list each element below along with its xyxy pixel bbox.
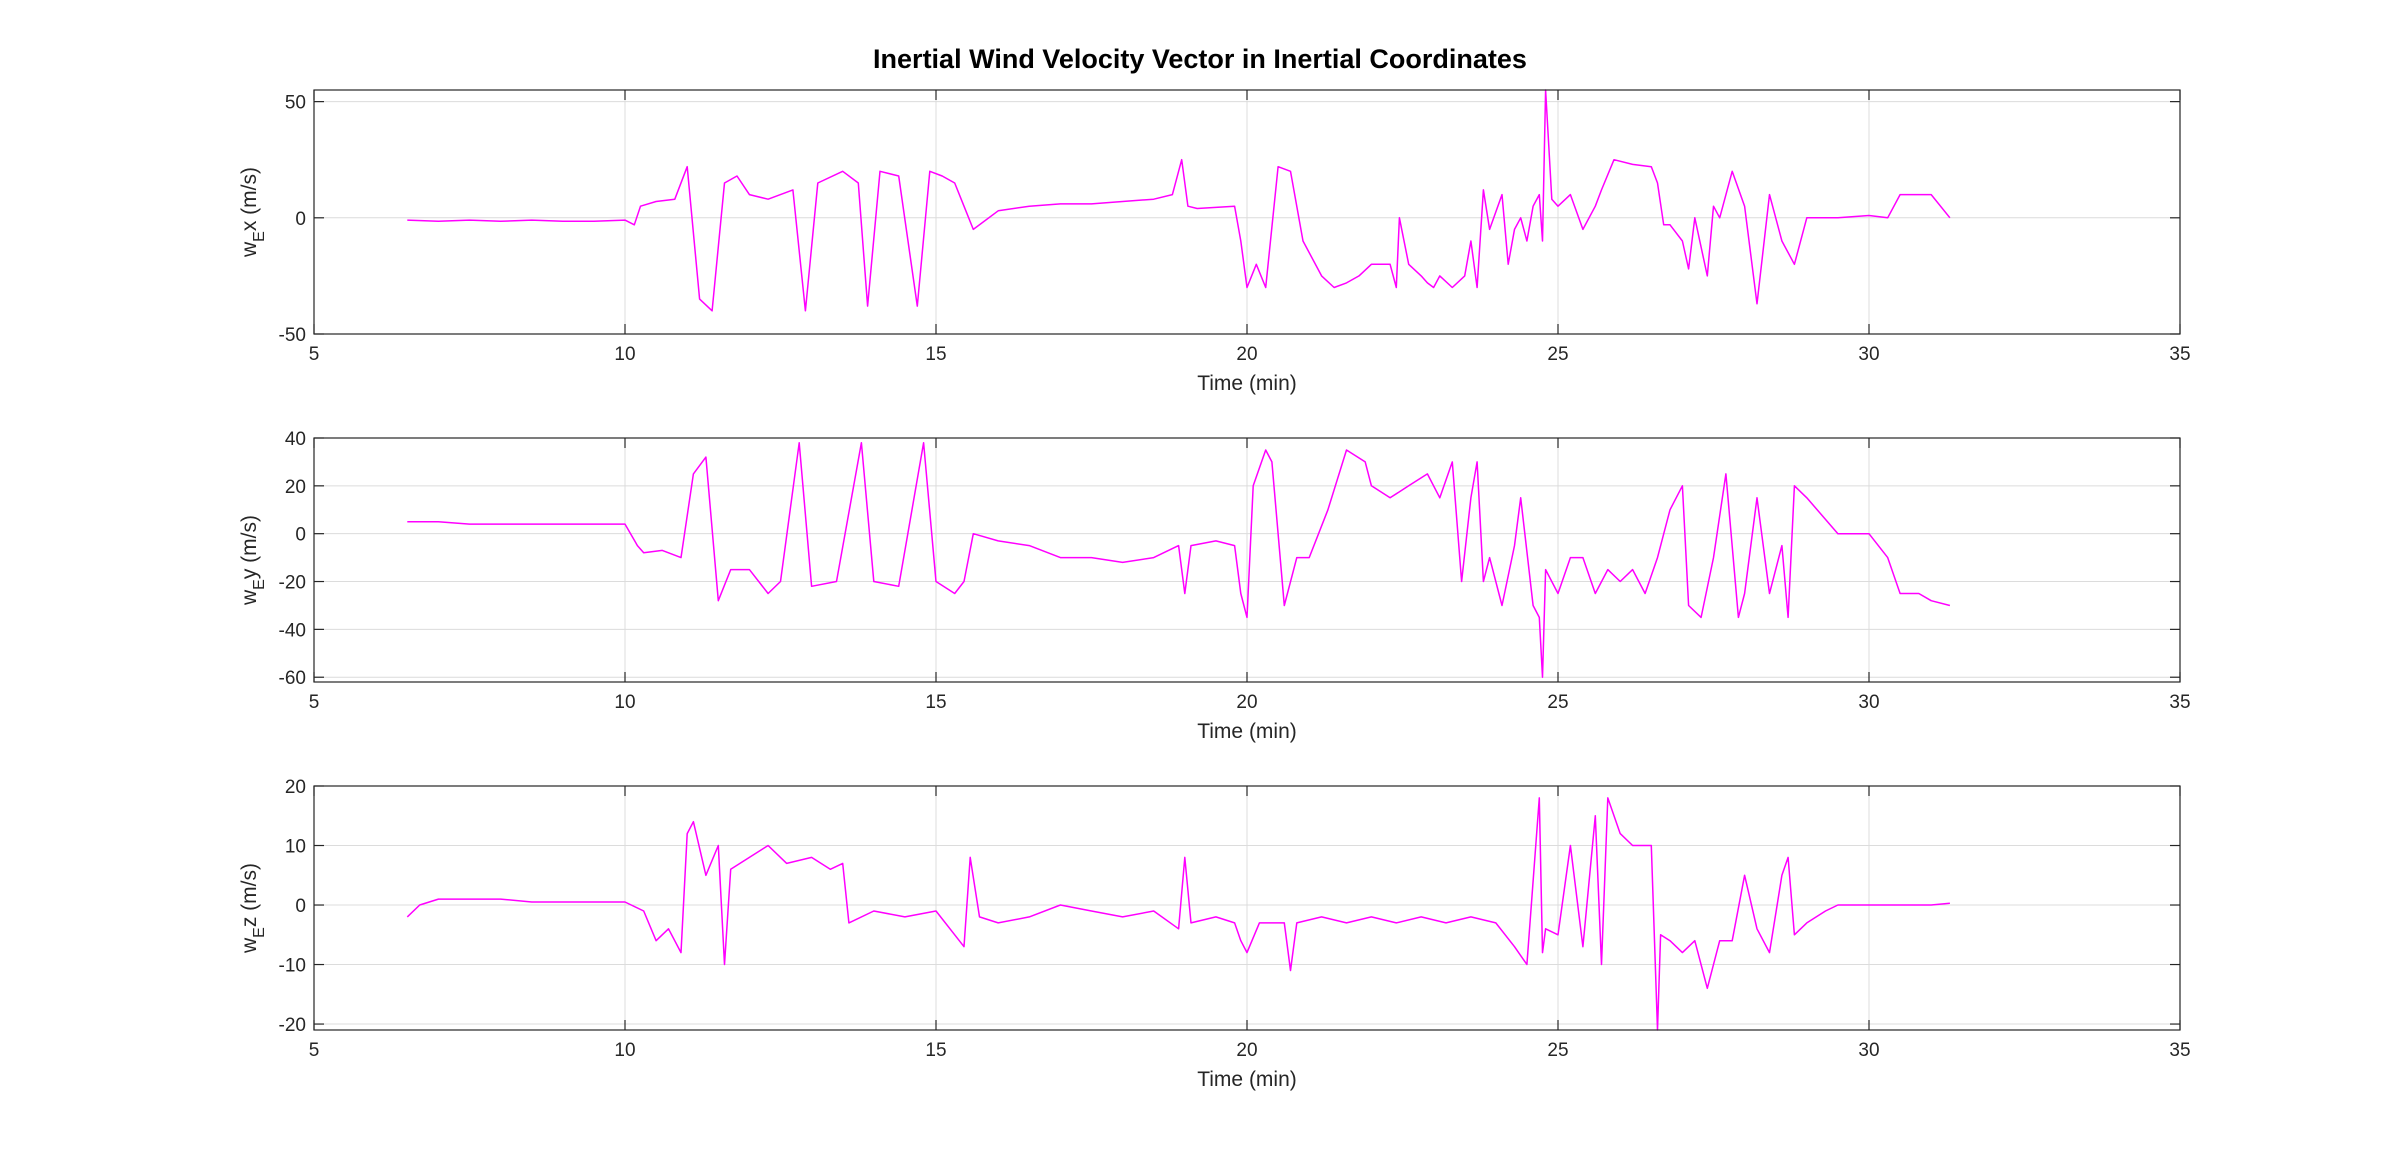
panel-wex: 5 10 15 20 25 30 35 -50 0 50 Time (min) wEx (m/s) [238, 89, 2191, 395]
x-tick-label: 20 [1236, 692, 1257, 713]
x-tick-label: 15 [925, 1040, 946, 1061]
series-line [407, 442, 1951, 678]
y-tick-label: 40 [285, 429, 306, 450]
x-tick-label: 30 [1858, 344, 1879, 365]
x-tick-label: 10 [614, 1040, 635, 1061]
x-tick-label: 25 [1547, 1040, 1568, 1061]
y-axis-label-main: w [238, 589, 261, 606]
y-axis-label-subscript: E [251, 579, 268, 590]
x-tick-label: 5 [309, 1040, 320, 1061]
y-axis-label-main: w [238, 937, 261, 954]
y-tick-label: 20 [285, 777, 306, 798]
y-tick-label: -60 [279, 668, 306, 689]
y-axis-label-rest: z (m/s) [238, 863, 261, 927]
y-tick-label: -50 [279, 325, 306, 346]
y-axis-label-subscript: E [251, 927, 268, 938]
x-tick-label: 20 [1236, 344, 1257, 365]
x-tick-label: 30 [1858, 1040, 1879, 1061]
x-tick-label: 25 [1547, 692, 1568, 713]
x-axis-label: Time (min) [1197, 1068, 1297, 1091]
y-tick-label: 50 [285, 93, 306, 114]
y-tick-label: 20 [285, 477, 306, 498]
y-axis-label: wEz (m/s) [238, 863, 268, 954]
y-tick-label: -20 [279, 573, 306, 594]
y-tick-label: 0 [295, 896, 306, 917]
y-tick-label: -10 [279, 956, 306, 977]
x-tick-label: 35 [2169, 692, 2190, 713]
x-tick-label: 5 [309, 692, 320, 713]
y-axis-label-rest: x (m/s) [238, 167, 261, 231]
y-axis-label-main: w [238, 241, 261, 258]
y-axis-label-subscript: E [251, 231, 268, 242]
x-tick-label: 15 [925, 344, 946, 365]
x-tick-label: 35 [2169, 344, 2190, 365]
y-tick-label: 0 [295, 525, 306, 546]
x-tick-label: 5 [309, 344, 320, 365]
x-tick-label: 20 [1236, 1040, 1257, 1061]
x-tick-label: 15 [925, 692, 946, 713]
y-tick-label: 10 [285, 837, 306, 858]
y-tick-label: -40 [279, 620, 306, 641]
x-tick-label: 10 [614, 344, 635, 365]
panel-wez: 5 10 15 20 25 30 35 -20 -10 0 10 20 Time (min) wEz (m… [238, 777, 2191, 1091]
x-tick-label: 25 [1547, 344, 1568, 365]
y-axis-label: wEy (m/s) [238, 515, 268, 606]
y-tick-label: 0 [295, 209, 306, 230]
x-tick-label: 35 [2169, 1040, 2190, 1061]
series-line [407, 89, 1951, 312]
x-tick-label: 30 [1858, 692, 1879, 713]
y-tick-label: -20 [279, 1015, 306, 1036]
y-axis-label-rest: y (m/s) [238, 515, 261, 579]
panel-wey: 5 10 15 20 25 30 35 -60 -40 -20 0 20 40 Time (min) wEy… [238, 429, 2191, 743]
y-axis-label: wEx (m/s) [238, 167, 268, 258]
x-tick-label: 10 [614, 692, 635, 713]
x-axis-label: Time (min) [1197, 720, 1297, 743]
x-axis-label: Time (min) [1197, 372, 1297, 395]
figure-title: Inertial Wind Velocity Vector in Inertia… [873, 44, 1527, 74]
series-line [406, 797, 1950, 1031]
